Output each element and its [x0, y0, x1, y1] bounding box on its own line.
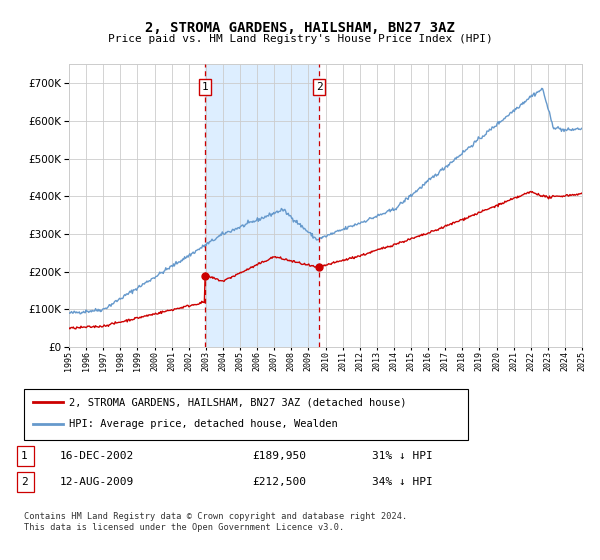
Text: 2: 2 — [20, 477, 28, 487]
Text: HPI: Average price, detached house, Wealden: HPI: Average price, detached house, Weal… — [69, 419, 338, 430]
Text: 12-AUG-2009: 12-AUG-2009 — [60, 477, 134, 487]
Text: 1: 1 — [20, 451, 28, 461]
Text: 2: 2 — [316, 82, 322, 92]
Text: Price paid vs. HM Land Registry's House Price Index (HPI): Price paid vs. HM Land Registry's House … — [107, 34, 493, 44]
Text: 34% ↓ HPI: 34% ↓ HPI — [372, 477, 433, 487]
Text: £212,500: £212,500 — [252, 477, 306, 487]
Text: 1: 1 — [202, 82, 208, 92]
Text: Contains HM Land Registry data © Crown copyright and database right 2024.
This d: Contains HM Land Registry data © Crown c… — [24, 512, 407, 532]
Text: 31% ↓ HPI: 31% ↓ HPI — [372, 451, 433, 461]
Bar — [205, 64, 319, 347]
Text: 2, STROMA GARDENS, HAILSHAM, BN27 3AZ (detached house): 2, STROMA GARDENS, HAILSHAM, BN27 3AZ (d… — [69, 397, 407, 407]
Text: 2, STROMA GARDENS, HAILSHAM, BN27 3AZ: 2, STROMA GARDENS, HAILSHAM, BN27 3AZ — [145, 21, 455, 35]
Text: £189,950: £189,950 — [252, 451, 306, 461]
Text: 16-DEC-2002: 16-DEC-2002 — [60, 451, 134, 461]
